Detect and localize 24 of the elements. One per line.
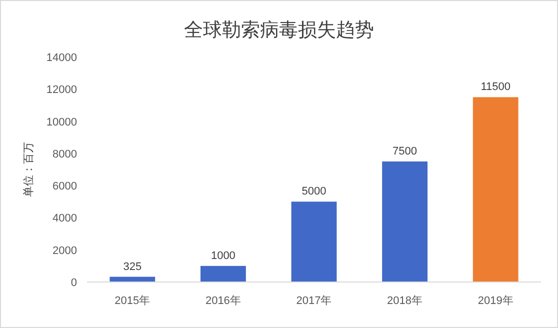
x-tick-label: 2019年 [478,295,514,307]
data-label: 1000 [210,250,236,262]
y-tick-label: 6000 [52,180,77,193]
y-tick-label: 0 [70,277,77,289]
y-tick-label: 4000 [52,212,77,225]
data-label: 325 [123,260,142,273]
x-tick-label: 2018年 [387,295,423,307]
y-tick-label: 8000 [52,148,77,160]
y-tick-label: 14000 [46,52,77,64]
data-label: 11500 [480,81,510,94]
bar [200,266,246,282]
y-tick-label: 10000 [46,116,77,128]
y-axis-title: 单位：百万 [22,142,35,197]
bar [472,97,518,282]
data-label: 7500 [392,145,418,158]
y-tick-label: 2000 [52,244,77,257]
bar [291,202,337,282]
y-tick-label: 12000 [46,84,77,96]
chart-title: 全球勒索病毒损失趋势 [184,20,374,41]
bar [382,161,428,282]
x-tick-label: 2016年 [205,295,241,307]
x-tick-label: 2015年 [114,295,150,307]
data-label: 5000 [302,186,326,198]
x-tick-label: 2017年 [296,295,332,307]
